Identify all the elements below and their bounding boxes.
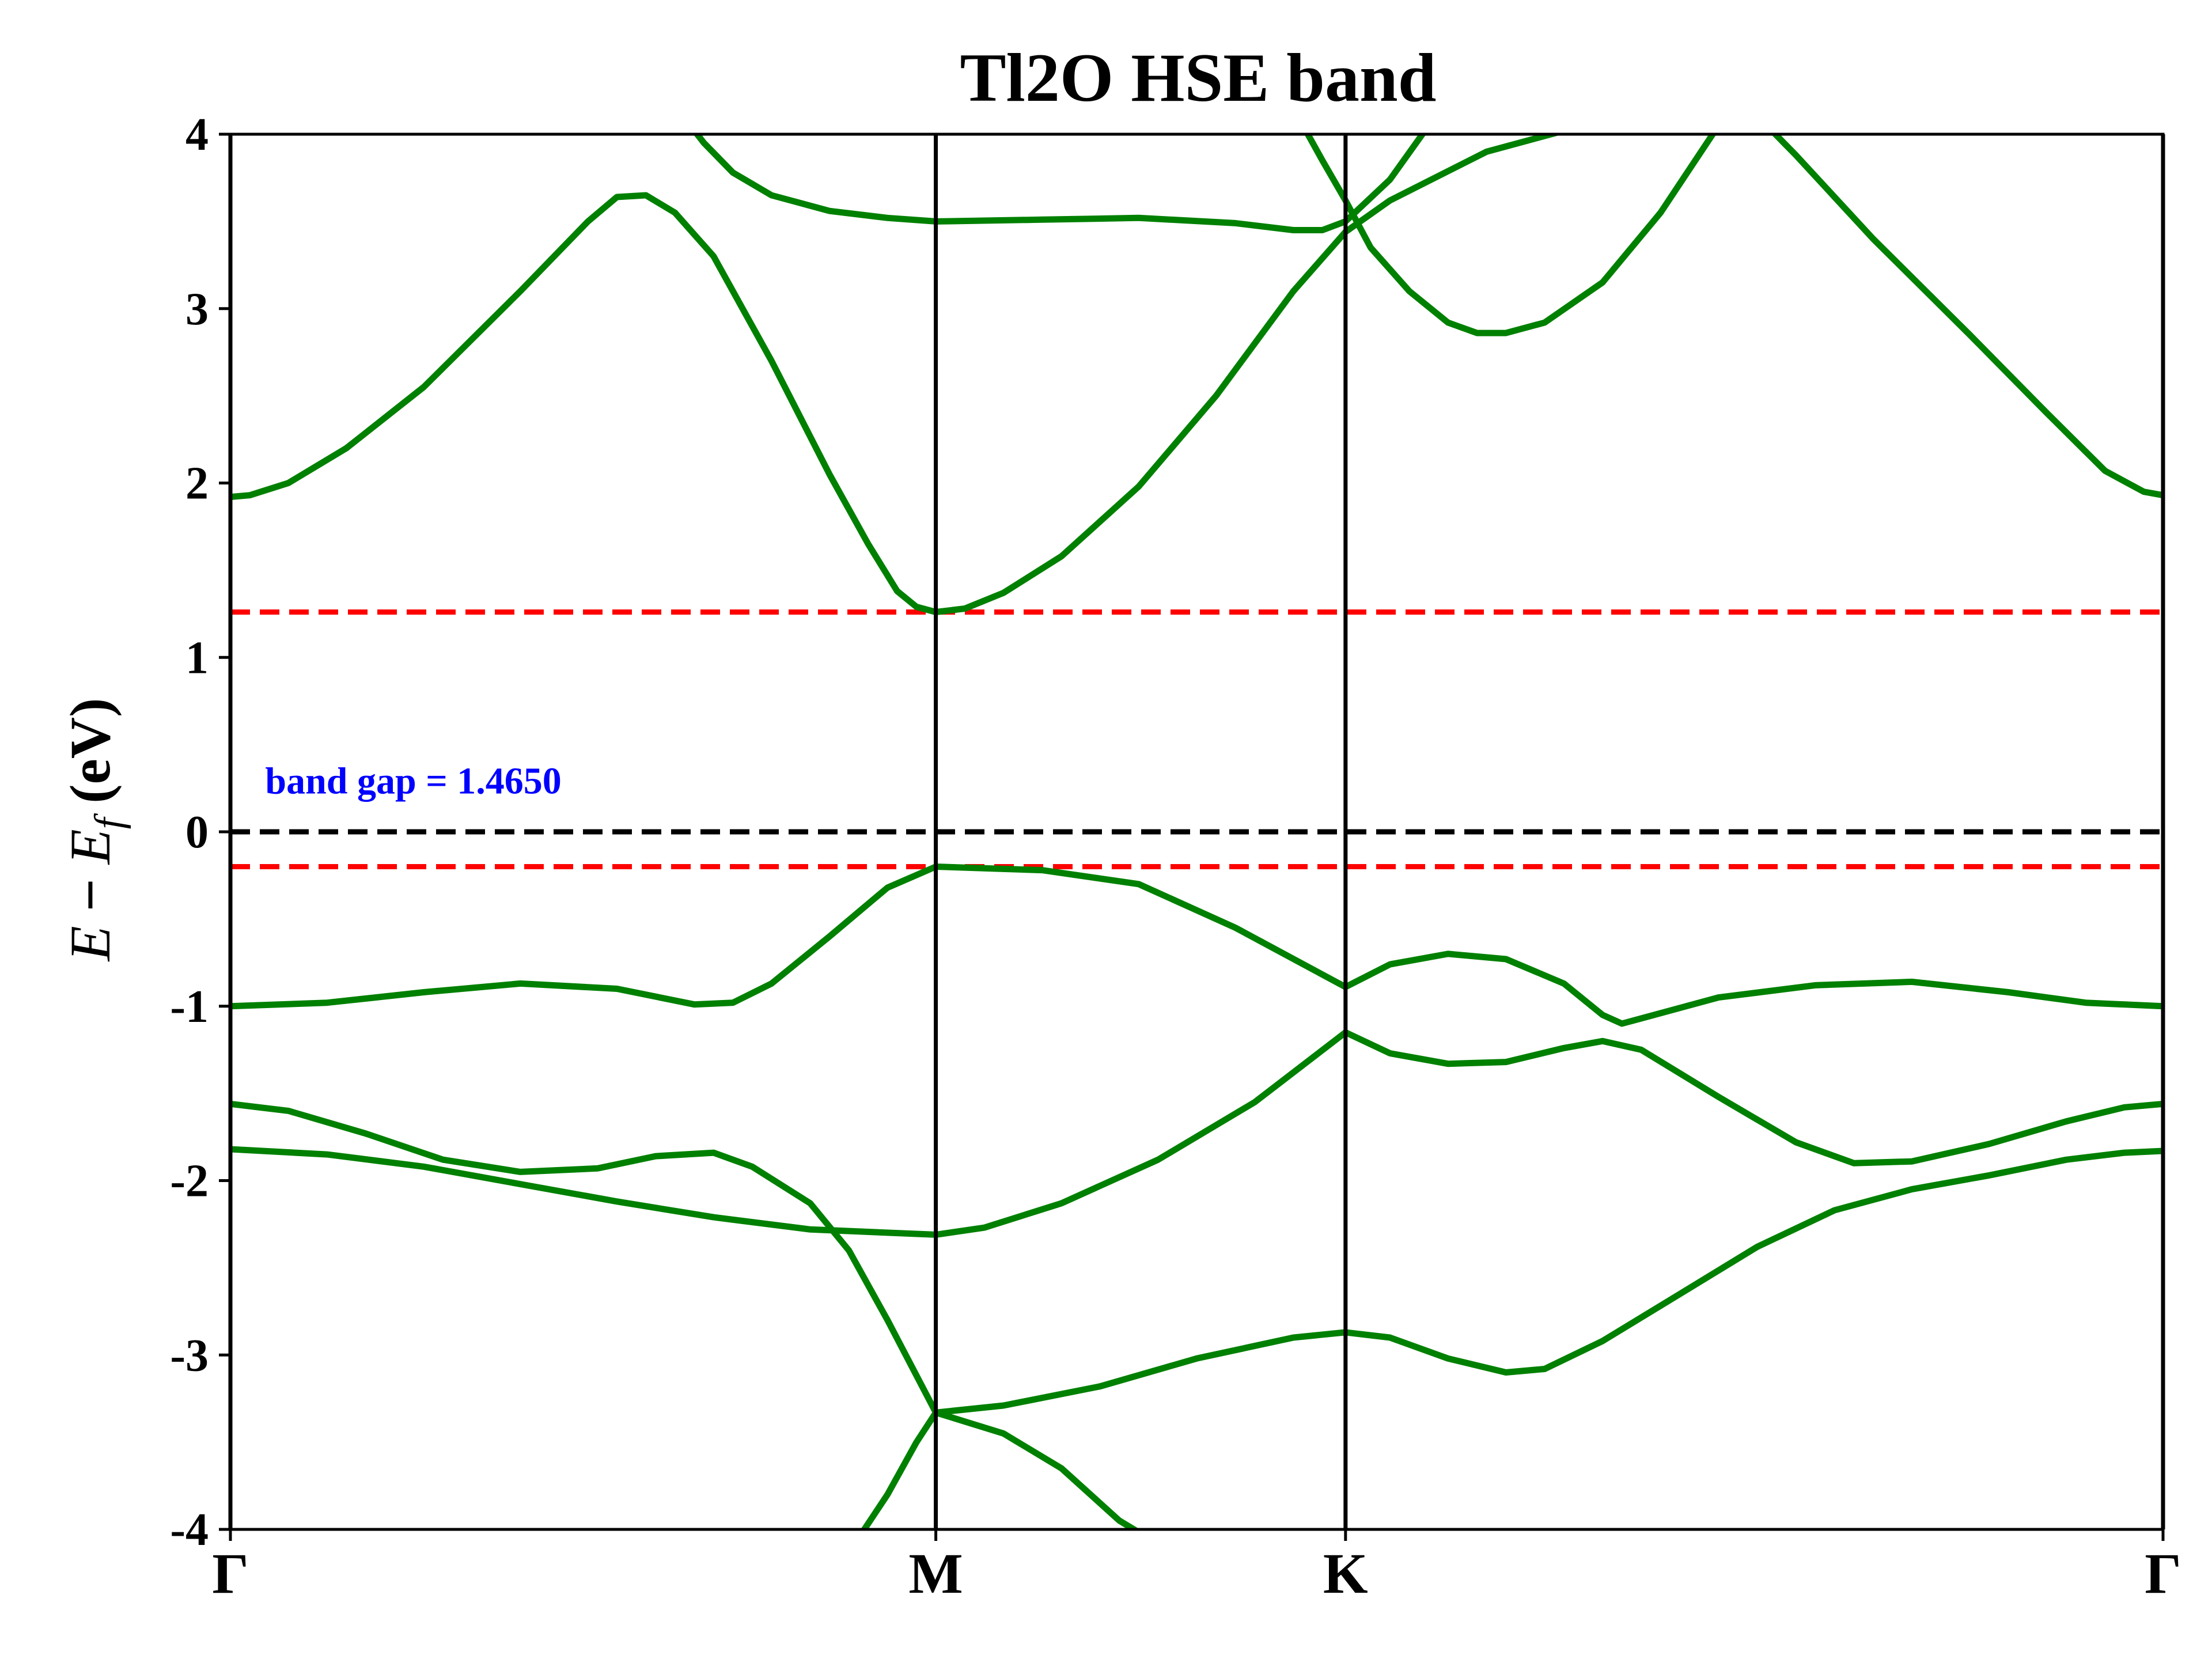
band-line-9 — [860, 1147, 2163, 1529]
y-tick-label-6: -2 — [170, 1156, 209, 1207]
y-tick-label-7: -3 — [170, 1330, 209, 1381]
y-axis-ticks: 4 3 2 1 0 -1 -2 -3 -4 — [170, 109, 230, 1555]
band-line-2 — [933, 134, 1563, 615]
x-tick-label-2: K — [1323, 1541, 1368, 1605]
band-gap-annotation: band gap = 1.4650 — [265, 760, 561, 802]
y-tick-label-8: -4 — [170, 1505, 209, 1555]
chart-title: Tl2O HSE band — [960, 39, 1436, 116]
y-tick-label-4: 0 — [185, 807, 209, 858]
plot-frame — [229, 132, 2165, 1531]
band-line-4 — [1304, 134, 1717, 336]
reference-lines — [230, 609, 2163, 870]
band-lines — [230, 134, 2163, 1529]
band-line-8 — [230, 1029, 2163, 1238]
y-axis-label: E − Ef (eV) — [58, 698, 131, 963]
y-tick-label-1: 3 — [185, 284, 209, 335]
y-tick-label-3: 1 — [185, 632, 209, 683]
kpoint-lines — [228, 134, 2165, 1529]
y-tick-label-2: 2 — [185, 459, 209, 509]
band-line-3 — [693, 134, 1427, 233]
y-tick-label-0: 4 — [185, 109, 209, 160]
x-tick-label-0: Γ — [212, 1541, 249, 1605]
y-tick-label-5: -1 — [170, 982, 209, 1032]
x-tick-label-3: Γ — [2145, 1541, 2181, 1605]
x-tick-label-1: M — [908, 1541, 963, 1605]
band-line-1 — [230, 192, 940, 615]
band-line-7 — [230, 1100, 1141, 1529]
band-line-5 — [1771, 134, 2163, 499]
band-line-6 — [230, 863, 2163, 1027]
